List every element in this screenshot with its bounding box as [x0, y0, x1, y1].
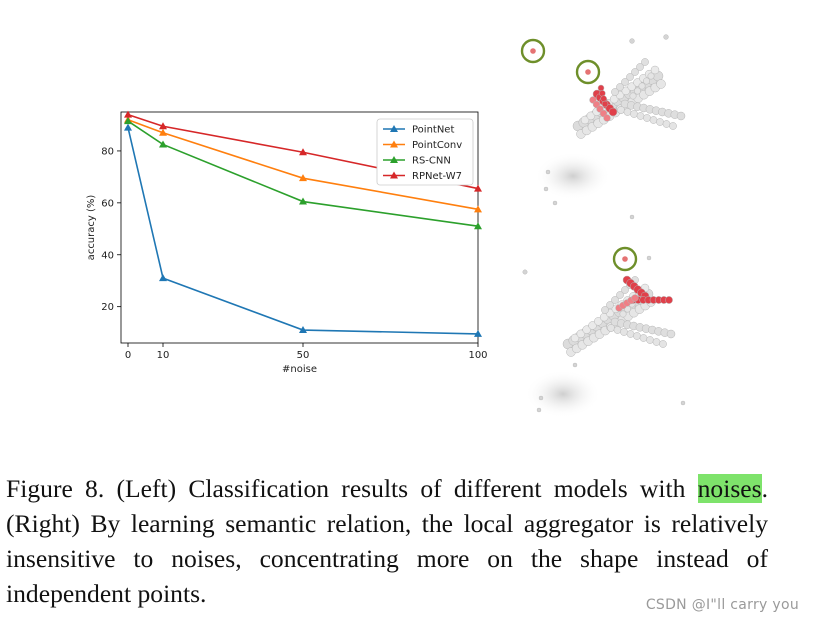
noise-point — [629, 214, 635, 220]
ground-shadow — [525, 370, 601, 418]
legend-marker — [390, 125, 398, 132]
noise-point — [663, 34, 669, 40]
data-point — [299, 174, 307, 182]
legend-marker — [390, 140, 398, 148]
data-point — [159, 122, 167, 130]
x-tick-label: 10 — [157, 350, 170, 361]
data-point — [474, 222, 482, 230]
x-tick-label: 100 — [468, 350, 487, 361]
data-point — [299, 148, 307, 156]
data-point — [159, 140, 167, 148]
data-point — [474, 205, 482, 213]
point-cloud-panel — [520, 34, 686, 418]
y-axis-label: accuracy (%) — [86, 195, 97, 261]
series-line — [127, 127, 479, 335]
y-tick-label: 40 — [101, 250, 114, 261]
data-point — [299, 326, 307, 334]
noise-point — [552, 200, 558, 206]
airplane-point-cloud — [525, 275, 676, 418]
airplane-point-cloud — [535, 58, 686, 200]
noise-point — [629, 38, 635, 44]
legend-box — [376, 118, 474, 186]
watermark: CSDN @I"ll carry you — [645, 597, 799, 613]
noise-point — [680, 400, 686, 406]
noise-ring — [612, 246, 638, 272]
noise-ring — [520, 38, 546, 64]
legend-label: RPNet-W7 — [412, 171, 462, 182]
legend-label: PointConv — [412, 140, 462, 151]
noise-point — [538, 395, 544, 401]
noise-point — [572, 362, 578, 368]
highlighted-noise-point — [585, 69, 591, 75]
data-point — [124, 123, 132, 131]
highlighted-noise-point — [622, 256, 628, 262]
accuracy-chart: 0 10 50 100 20 40 60 80 #noise accuracy (%) PointN… — [86, 110, 488, 375]
series-line — [127, 119, 479, 211]
legend-label: RS-CNN — [412, 156, 451, 167]
y-tick-label: 20 — [101, 302, 114, 313]
legend-marker — [390, 171, 398, 179]
ground-shadow — [535, 152, 611, 200]
legend-label: PointNet — [412, 125, 454, 136]
x-tick-label: 0 — [125, 350, 131, 361]
data-point — [124, 117, 132, 125]
y-tick-label: 80 — [101, 146, 114, 157]
noise-point — [545, 169, 551, 175]
x-tick-label: 50 — [297, 350, 310, 361]
series-line — [127, 120, 479, 227]
legend-marker — [390, 156, 398, 163]
data-point — [474, 184, 482, 192]
figure-caption: Figure 8. (Left) Classification results … — [6, 471, 768, 611]
x-axis-label: #noise — [282, 364, 317, 375]
noise-point — [522, 269, 528, 275]
noise-point — [646, 255, 652, 261]
noise-ring — [575, 59, 601, 85]
caption-highlight: noises — [697, 474, 762, 503]
data-point — [474, 329, 482, 337]
data-point — [159, 274, 167, 282]
noise-point — [536, 407, 542, 413]
y-tick-label: 60 — [101, 198, 114, 209]
highlighted-noise-point — [530, 48, 536, 54]
data-point — [124, 110, 132, 118]
caption-prefix: Figure 8. (Left) Classification results … — [6, 474, 698, 503]
noise-point — [543, 186, 549, 192]
data-point — [159, 128, 167, 136]
data-point — [299, 197, 307, 205]
caption-suffix: . (Right) By learning semantic relation,… — [6, 474, 768, 608]
